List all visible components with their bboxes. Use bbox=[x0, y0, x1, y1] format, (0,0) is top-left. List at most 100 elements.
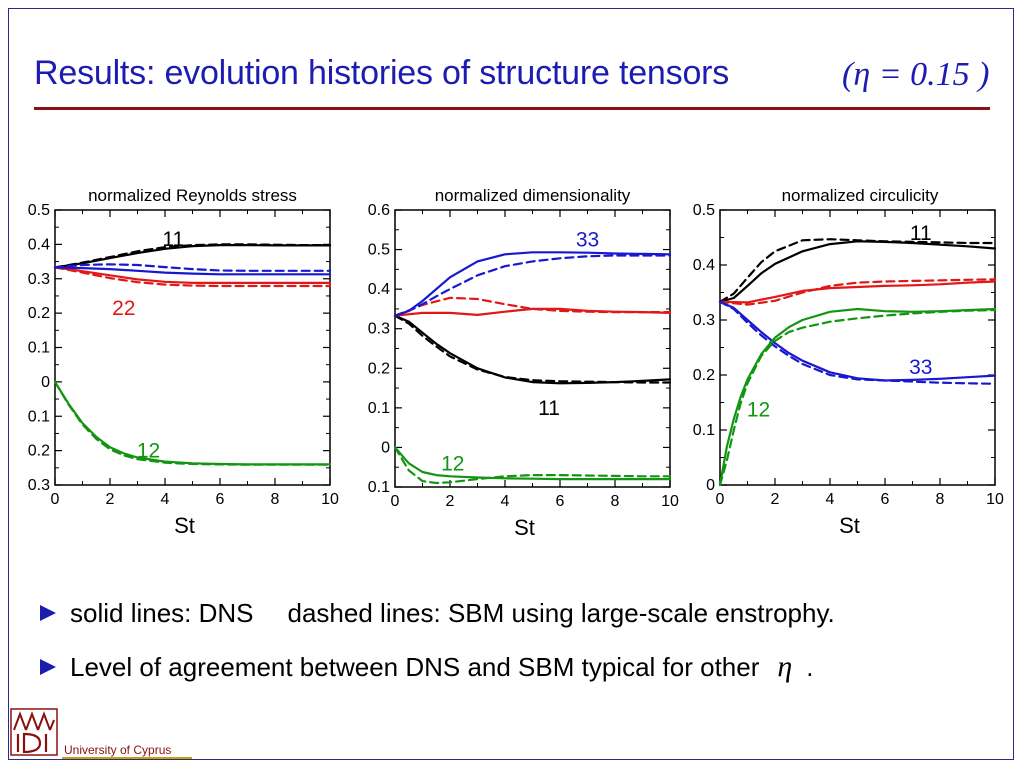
series-22-dns-line bbox=[53, 266, 332, 284]
panel-title-circulicity: normalized circulicity bbox=[781, 186, 939, 205]
x-tick-label: 0 bbox=[716, 491, 725, 508]
y-tick-label: 0 bbox=[706, 477, 715, 494]
x-axis-label: St bbox=[174, 513, 195, 538]
y-tick-label: 0 bbox=[381, 439, 390, 456]
x-tick-label: 6 bbox=[556, 493, 565, 510]
series-11-dns-line bbox=[718, 240, 997, 303]
bullet-line-styles: solid lines: DNS dashed lines: SBM using … bbox=[40, 598, 835, 629]
title-underline bbox=[34, 107, 990, 110]
bullet-agreement-text: Level of agreement between DNS and SBM t… bbox=[70, 652, 760, 682]
curve-label-12: 12 bbox=[747, 399, 770, 422]
chart-panel-circulicity: 0 2 4 6 8 10 0 0.1 0.2 0.3 0.4 0.5 St 11 33 12 bbox=[680, 180, 1020, 540]
x-axis-label: St bbox=[514, 515, 535, 540]
series-22-sbm-line bbox=[718, 278, 997, 306]
eta-symbol: η bbox=[777, 650, 793, 683]
bullet-arrow-icon bbox=[40, 605, 56, 622]
y-tick-label: 0 bbox=[41, 374, 50, 391]
y-tick-label: 0.3 bbox=[28, 271, 50, 288]
x-tick-label: 4 bbox=[826, 491, 835, 508]
bullet-dashed-text: dashed lines: SBM using large-scale enst… bbox=[287, 598, 835, 628]
x-tick-label: 2 bbox=[106, 491, 115, 508]
curve-label-11: 11 bbox=[538, 397, 560, 420]
panel-title-dimensionality: normalized dimensionality bbox=[434, 186, 631, 205]
panel-title-reynolds: normalized Reynolds stress bbox=[88, 186, 297, 205]
y-tick-label: 0.3 bbox=[368, 321, 390, 338]
y-tick-label: 0.1 bbox=[693, 422, 715, 439]
university-logo bbox=[10, 708, 58, 756]
bullet-arrow-icon bbox=[40, 659, 56, 676]
bullet-agreement: Level of agreement between DNS and SBM t… bbox=[40, 650, 814, 684]
plot-frame bbox=[719, 209, 996, 486]
series-12-dns-line bbox=[53, 380, 332, 466]
series-22-sbm-line bbox=[393, 296, 672, 317]
series-12-sbm-line bbox=[53, 380, 332, 466]
x-tick-label: 6 bbox=[881, 491, 890, 508]
curve-label-22: 22 bbox=[112, 297, 135, 320]
x-axis-label: St bbox=[839, 513, 860, 538]
bullet-solid-text: solid lines: DNS bbox=[70, 598, 254, 628]
series-11-sbm-line bbox=[718, 238, 997, 303]
chart-panel-dimensionality: 0 2 4 6 8 10 0.1 0 0.1 0.2 0.3 0.4 0.5 0.6 St 33 11 12 bbox=[345, 180, 690, 540]
footer-university: University of Cyprus bbox=[64, 743, 172, 757]
chart-panel-reynolds: 0 2 4 6 8 10 0.3 0.2 0.1 0 0.1 0.2 0.3 0.4 0.5 St 11 22 12 bbox=[0, 180, 345, 540]
y-tick-label: 0.1 bbox=[368, 400, 390, 417]
series-11-sbm-line bbox=[53, 243, 332, 269]
y-tick-label: 0.5 bbox=[693, 202, 715, 219]
series-33-sbm-line bbox=[393, 254, 672, 317]
title-eta-value: (η = 0.15 ) bbox=[842, 56, 990, 93]
slide-title: Results: evolution histories of structur… bbox=[34, 54, 730, 92]
x-tick-label: 8 bbox=[611, 493, 620, 510]
series-33-sbm-line bbox=[53, 263, 332, 272]
curve-label-12: 12 bbox=[441, 452, 464, 475]
x-tick-label: 8 bbox=[936, 491, 945, 508]
x-tick-label: 0 bbox=[51, 491, 60, 508]
x-tick-label: 4 bbox=[161, 491, 170, 508]
series-33-dns-line bbox=[718, 300, 997, 382]
y-tick-label: 0.6 bbox=[368, 202, 390, 219]
x-tick-label: 0 bbox=[391, 493, 400, 510]
series-22-sbm-line bbox=[53, 266, 332, 288]
series-11-dns-line bbox=[393, 314, 672, 385]
curve-label-33: 33 bbox=[909, 356, 932, 379]
x-tick-label: 2 bbox=[771, 491, 780, 508]
x-tick-label: 2 bbox=[446, 493, 455, 510]
slide-frame bbox=[8, 8, 1014, 760]
curve-label-11: 11 bbox=[162, 228, 184, 251]
x-tick-label: 8 bbox=[271, 491, 280, 508]
y-tick-label: 0.5 bbox=[28, 202, 50, 219]
series-12-sbm-line bbox=[393, 446, 672, 485]
y-tick-label: 0.2 bbox=[693, 367, 715, 384]
curve-label-11: 11 bbox=[910, 222, 932, 245]
x-tick-label: 10 bbox=[321, 491, 339, 508]
series-12-sbm-line bbox=[718, 309, 997, 487]
y-tick-label: 0.1 bbox=[28, 340, 50, 357]
y-tick-label: 0.2 bbox=[28, 305, 50, 322]
y-tick-label: 0.5 bbox=[368, 242, 390, 259]
y-tick-label: 0.3 bbox=[693, 312, 715, 329]
y-tick-label: 0.4 bbox=[28, 236, 50, 253]
y-tick-label: 0.2 bbox=[28, 443, 50, 460]
footer-underline bbox=[62, 757, 192, 759]
circulicity-chart: 0 2 4 6 8 10 0 0.1 0.2 0.3 0.4 0.5 St 11 33 12 bbox=[693, 202, 1004, 538]
series-33-dns-line bbox=[393, 251, 672, 317]
bullet-agreement-end: . bbox=[806, 652, 814, 682]
curve-label-33: 33 bbox=[576, 229, 599, 252]
series-11-sbm-line bbox=[393, 314, 672, 384]
series-22-dns-line bbox=[718, 280, 997, 304]
x-tick-label: 4 bbox=[501, 493, 510, 510]
y-tick-label: 0.2 bbox=[368, 360, 390, 377]
x-tick-label: 6 bbox=[216, 491, 225, 508]
reynolds-stress-chart: 0 2 4 6 8 10 0.3 0.2 0.1 0 0.1 0.2 0.3 0.4 0.5 St 11 22 12 bbox=[28, 202, 339, 538]
curve-label-12: 12 bbox=[137, 440, 160, 463]
series-12-dns-line bbox=[393, 446, 672, 481]
y-tick-label: 0.1 bbox=[368, 479, 390, 496]
plot-frame bbox=[54, 209, 331, 486]
y-tick-label: 0.4 bbox=[693, 257, 715, 274]
y-tick-label: 0.1 bbox=[28, 408, 50, 425]
x-tick-label: 10 bbox=[986, 491, 1004, 508]
series-33-dns-line bbox=[53, 266, 332, 276]
y-tick-label: 0.4 bbox=[368, 281, 390, 298]
series-33-sbm-line bbox=[718, 300, 997, 385]
x-tick-label: 10 bbox=[661, 493, 679, 510]
